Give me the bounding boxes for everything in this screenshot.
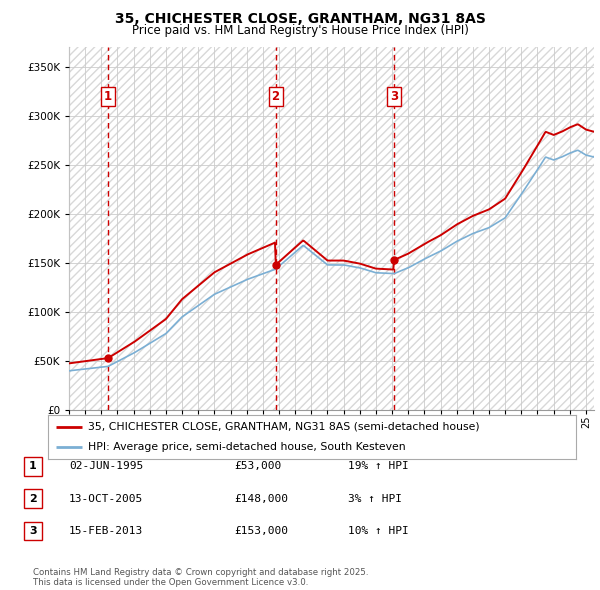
Text: 02-JUN-1995: 02-JUN-1995 <box>69 461 143 471</box>
Text: 19% ↑ HPI: 19% ↑ HPI <box>348 461 409 471</box>
Text: 35, CHICHESTER CLOSE, GRANTHAM, NG31 8AS: 35, CHICHESTER CLOSE, GRANTHAM, NG31 8AS <box>115 12 485 26</box>
Text: 10% ↑ HPI: 10% ↑ HPI <box>348 526 409 536</box>
Text: Contains HM Land Registry data © Crown copyright and database right 2025.
This d: Contains HM Land Registry data © Crown c… <box>33 568 368 587</box>
Text: £153,000: £153,000 <box>234 526 288 536</box>
Text: 1: 1 <box>29 461 37 471</box>
Text: 13-OCT-2005: 13-OCT-2005 <box>69 494 143 503</box>
Text: 3: 3 <box>390 90 398 103</box>
Text: 15-FEB-2013: 15-FEB-2013 <box>69 526 143 536</box>
Text: HPI: Average price, semi-detached house, South Kesteven: HPI: Average price, semi-detached house,… <box>88 442 405 452</box>
Text: £148,000: £148,000 <box>234 494 288 503</box>
Text: 3% ↑ HPI: 3% ↑ HPI <box>348 494 402 503</box>
Text: 1: 1 <box>104 90 112 103</box>
Text: 2: 2 <box>29 494 37 503</box>
Text: 3: 3 <box>29 526 37 536</box>
Text: £53,000: £53,000 <box>234 461 281 471</box>
Text: Price paid vs. HM Land Registry's House Price Index (HPI): Price paid vs. HM Land Registry's House … <box>131 24 469 37</box>
Text: 35, CHICHESTER CLOSE, GRANTHAM, NG31 8AS (semi-detached house): 35, CHICHESTER CLOSE, GRANTHAM, NG31 8AS… <box>88 422 479 432</box>
Text: 2: 2 <box>272 90 280 103</box>
